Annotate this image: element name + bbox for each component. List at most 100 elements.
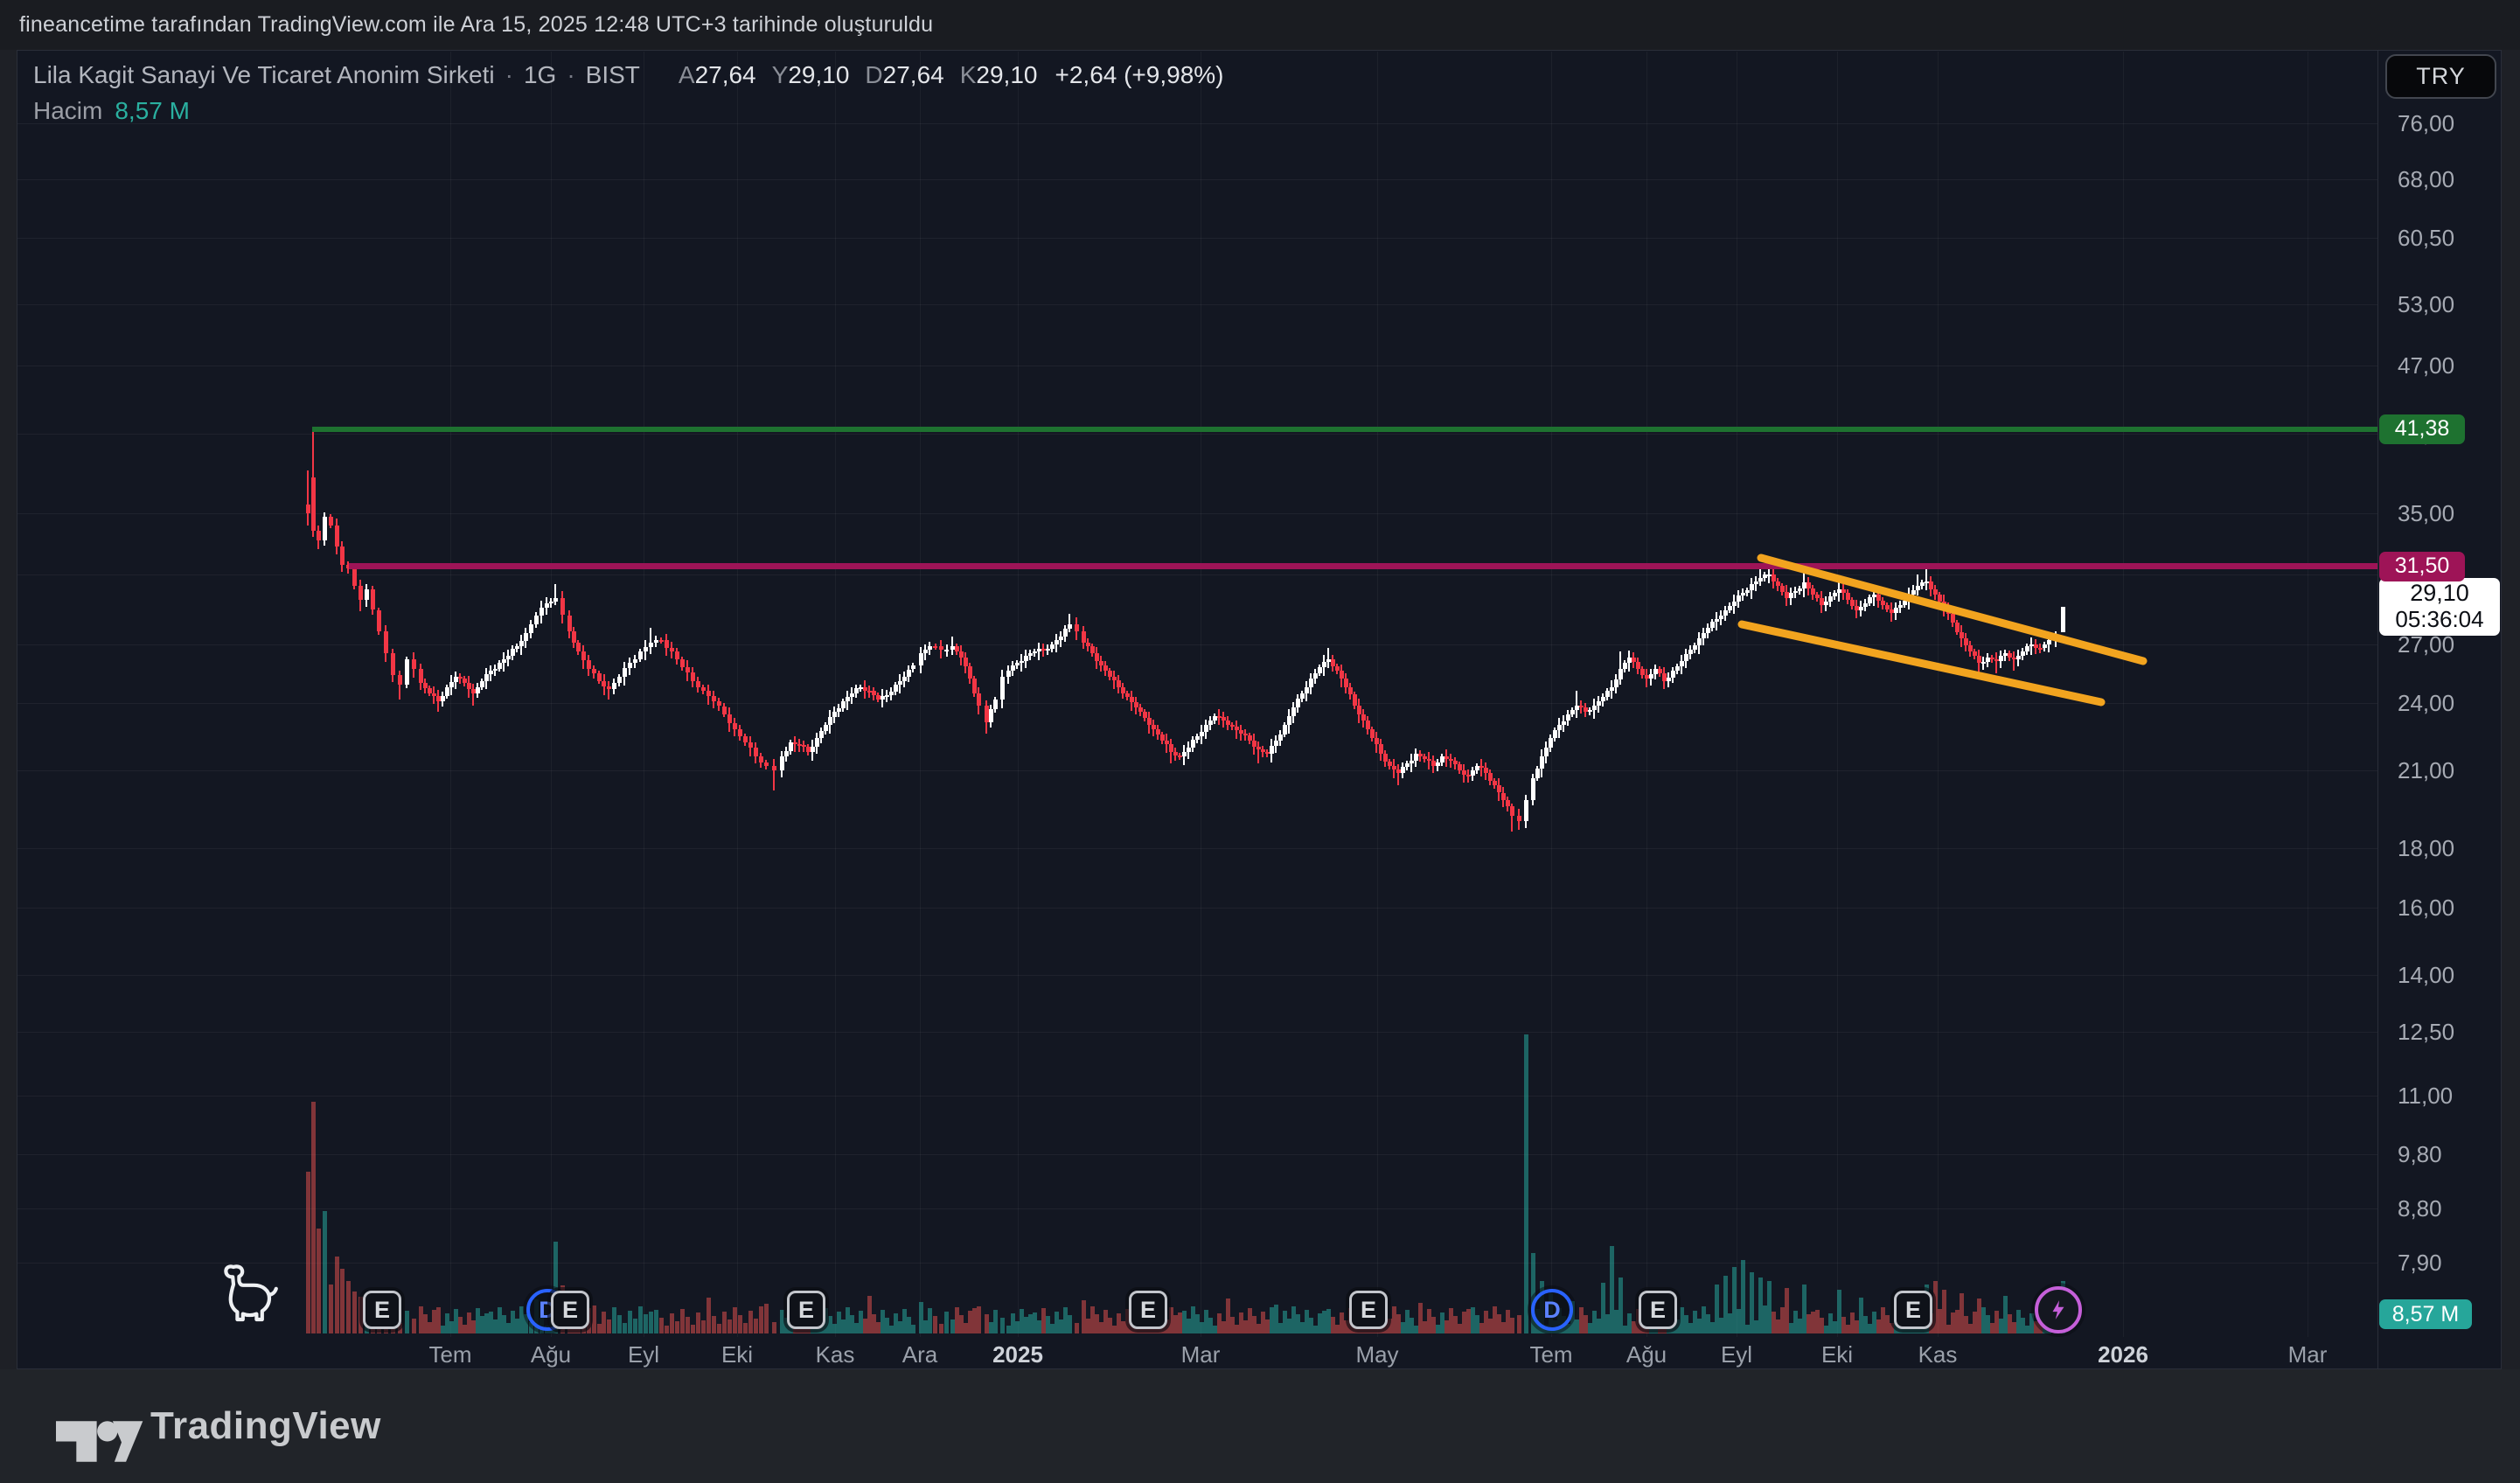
- volume-bar: [553, 1242, 558, 1333]
- candle: [1989, 657, 1994, 659]
- trend-channel[interactable]: [17, 51, 2377, 1368]
- volume-bar: [836, 1312, 841, 1333]
- earnings-marker[interactable]: E: [1129, 1291, 1167, 1329]
- volume-bar: [1775, 1319, 1780, 1333]
- volume-bar: [632, 1319, 637, 1333]
- candle: [927, 645, 932, 651]
- candle: [1010, 665, 1015, 672]
- earnings-marker[interactable]: E: [787, 1291, 825, 1329]
- change-value: +2,64 (+9,98%): [1055, 61, 1224, 88]
- price-tick-label: 68,00: [2398, 166, 2455, 193]
- candle: [753, 748, 758, 757]
- volume-bar: [1439, 1312, 1444, 1333]
- volume-bar: [1836, 1290, 1841, 1333]
- volume-bar: [1264, 1319, 1270, 1333]
- candle: [440, 695, 445, 702]
- candle: [1190, 740, 1195, 748]
- volume-bar: [1810, 1312, 1815, 1333]
- volume-bar: [1413, 1326, 1418, 1333]
- time-tick-label: Kas: [815, 1341, 855, 1368]
- candle: [938, 646, 943, 651]
- candle: [1216, 716, 1222, 718]
- currency-toggle-button[interactable]: TRY: [2385, 54, 2496, 99]
- candle: [1203, 724, 1208, 732]
- interval-label[interactable]: 1G: [523, 61, 557, 88]
- channel-upper-line[interactable]: [1757, 554, 2148, 665]
- level-line-31,50[interactable]: [349, 563, 2377, 570]
- bar-countdown: 05:36:04: [2395, 606, 2484, 633]
- candle: [1225, 720, 1230, 726]
- volume-bar: [1409, 1318, 1414, 1333]
- tradingview-logo-icon[interactable]: [56, 1421, 187, 1462]
- open-key: A: [678, 61, 695, 88]
- volume-bar: [727, 1319, 732, 1333]
- candle: [1876, 594, 1881, 602]
- volume-bar: [1679, 1307, 1684, 1333]
- volume-bar: [497, 1307, 502, 1333]
- candle: [1133, 702, 1138, 708]
- candle: [1862, 602, 1868, 607]
- last-price-value: 29,10: [2410, 580, 2469, 607]
- volume-bar: [871, 1314, 876, 1333]
- candle: [1116, 680, 1121, 687]
- candle: [1054, 640, 1059, 644]
- level-line-41,38[interactable]: [312, 426, 2377, 432]
- volume-bar: [457, 1317, 463, 1333]
- volume-bar: [1470, 1307, 1475, 1333]
- volume-bar: [1766, 1281, 1772, 1333]
- candle: [810, 746, 815, 752]
- earnings-marker[interactable]: E: [1894, 1291, 1932, 1329]
- volume-bar: [1867, 1324, 1872, 1333]
- earnings-marker[interactable]: E: [1639, 1291, 1677, 1329]
- volume-bar: [1718, 1318, 1723, 1333]
- candle: [627, 663, 632, 669]
- volume-bar: [397, 1323, 402, 1333]
- channel-lower-line[interactable]: [1737, 620, 2106, 707]
- symbol-title[interactable]: Lila Kagit Sanayi Ve Ticaret Anonim Sirk…: [33, 61, 495, 88]
- candle: [1509, 806, 1514, 816]
- candle: [1032, 651, 1037, 654]
- earnings-marker[interactable]: E: [1349, 1291, 1388, 1329]
- candle-wick: [951, 637, 953, 655]
- bolt-marker[interactable]: [2035, 1286, 2082, 1333]
- earnings-marker[interactable]: E: [363, 1291, 401, 1329]
- volume-bar: [1444, 1320, 1449, 1333]
- candle: [404, 658, 409, 686]
- candle: [1723, 609, 1728, 616]
- time-tick-label: Ara: [901, 1341, 938, 1368]
- volume-bar: [470, 1320, 476, 1333]
- candle: [1247, 735, 1252, 741]
- candle: [475, 686, 480, 693]
- candle: [449, 681, 454, 687]
- dividend-marker[interactable]: D: [1531, 1289, 1573, 1331]
- candle: [727, 714, 732, 723]
- volume-bar: [1474, 1315, 1479, 1333]
- volume-bar: [1019, 1309, 1024, 1333]
- candle: [1758, 577, 1763, 581]
- volume-bar: [1216, 1313, 1222, 1333]
- candle: [653, 639, 658, 643]
- price-axis[interactable]: 76,0068,0060,5053,0047,0041,0035,0031,00…: [2377, 51, 2502, 1368]
- volume-bar: [1062, 1307, 1068, 1333]
- volume-bar: [627, 1311, 632, 1333]
- volume-bar: [1819, 1318, 1824, 1333]
- volume-bar: [1089, 1306, 1095, 1333]
- volume-bar: [685, 1317, 690, 1333]
- volume-bar: [1085, 1319, 1090, 1333]
- volume-bar: [1041, 1308, 1046, 1333]
- candle: [1622, 663, 1627, 670]
- volume-bar: [653, 1310, 658, 1333]
- volume-bar: [1605, 1314, 1610, 1333]
- volume-bar: [1212, 1326, 1217, 1333]
- chart-pane[interactable]: E D E E E E D E E Tem Ağu Eyl Eki Kas Ara 2025 Mar May Tem…: [17, 51, 2377, 1368]
- candle: [1146, 718, 1152, 726]
- candle: [2060, 606, 2065, 633]
- candle: [933, 645, 937, 648]
- volume-bar: [1509, 1318, 1514, 1333]
- earnings-marker[interactable]: E: [551, 1291, 589, 1329]
- volume-bar: [571, 1325, 576, 1333]
- volume-indicator-label[interactable]: Hacim: [33, 97, 103, 124]
- candle: [897, 680, 902, 686]
- price-gridline: [17, 123, 2377, 124]
- tradingview-wordmark[interactable]: TradingView: [150, 1404, 381, 1447]
